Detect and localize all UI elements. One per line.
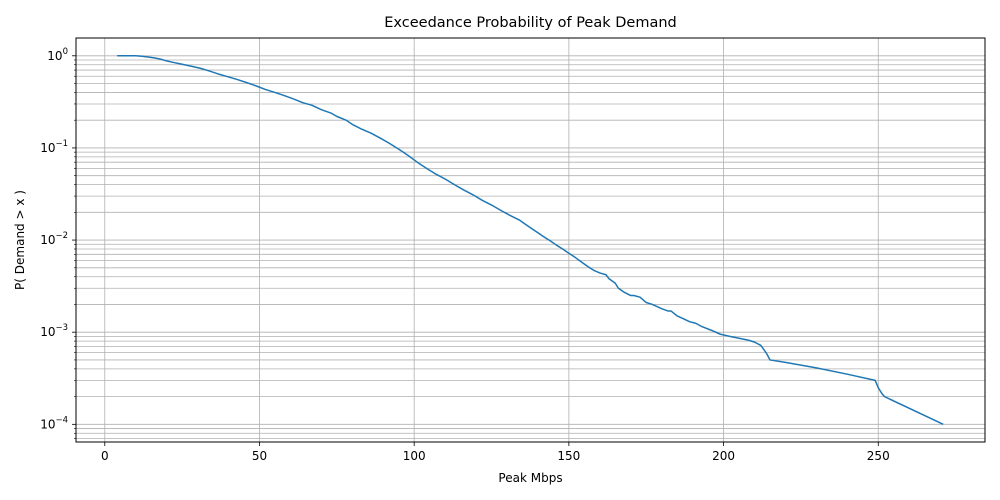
x-axis-ticks: 0 50 100 150 200 250 [101,442,890,463]
y-axis-label: P( Demand > x ) [13,190,27,290]
x-tick-label: 0 [101,449,109,463]
x-tick-label: 250 [867,449,890,463]
series-line [117,55,944,426]
chart-title: Exceedance Probability of Peak Demand [384,15,676,31]
x-axis-label: Peak Mbps [498,471,562,485]
x-tick-label: 200 [712,449,735,463]
x-tick-label: 100 [403,449,426,463]
x-tick-label: 150 [557,449,580,463]
grid [76,38,985,442]
x-tick-label: 50 [252,449,267,463]
plot-area [117,55,944,426]
